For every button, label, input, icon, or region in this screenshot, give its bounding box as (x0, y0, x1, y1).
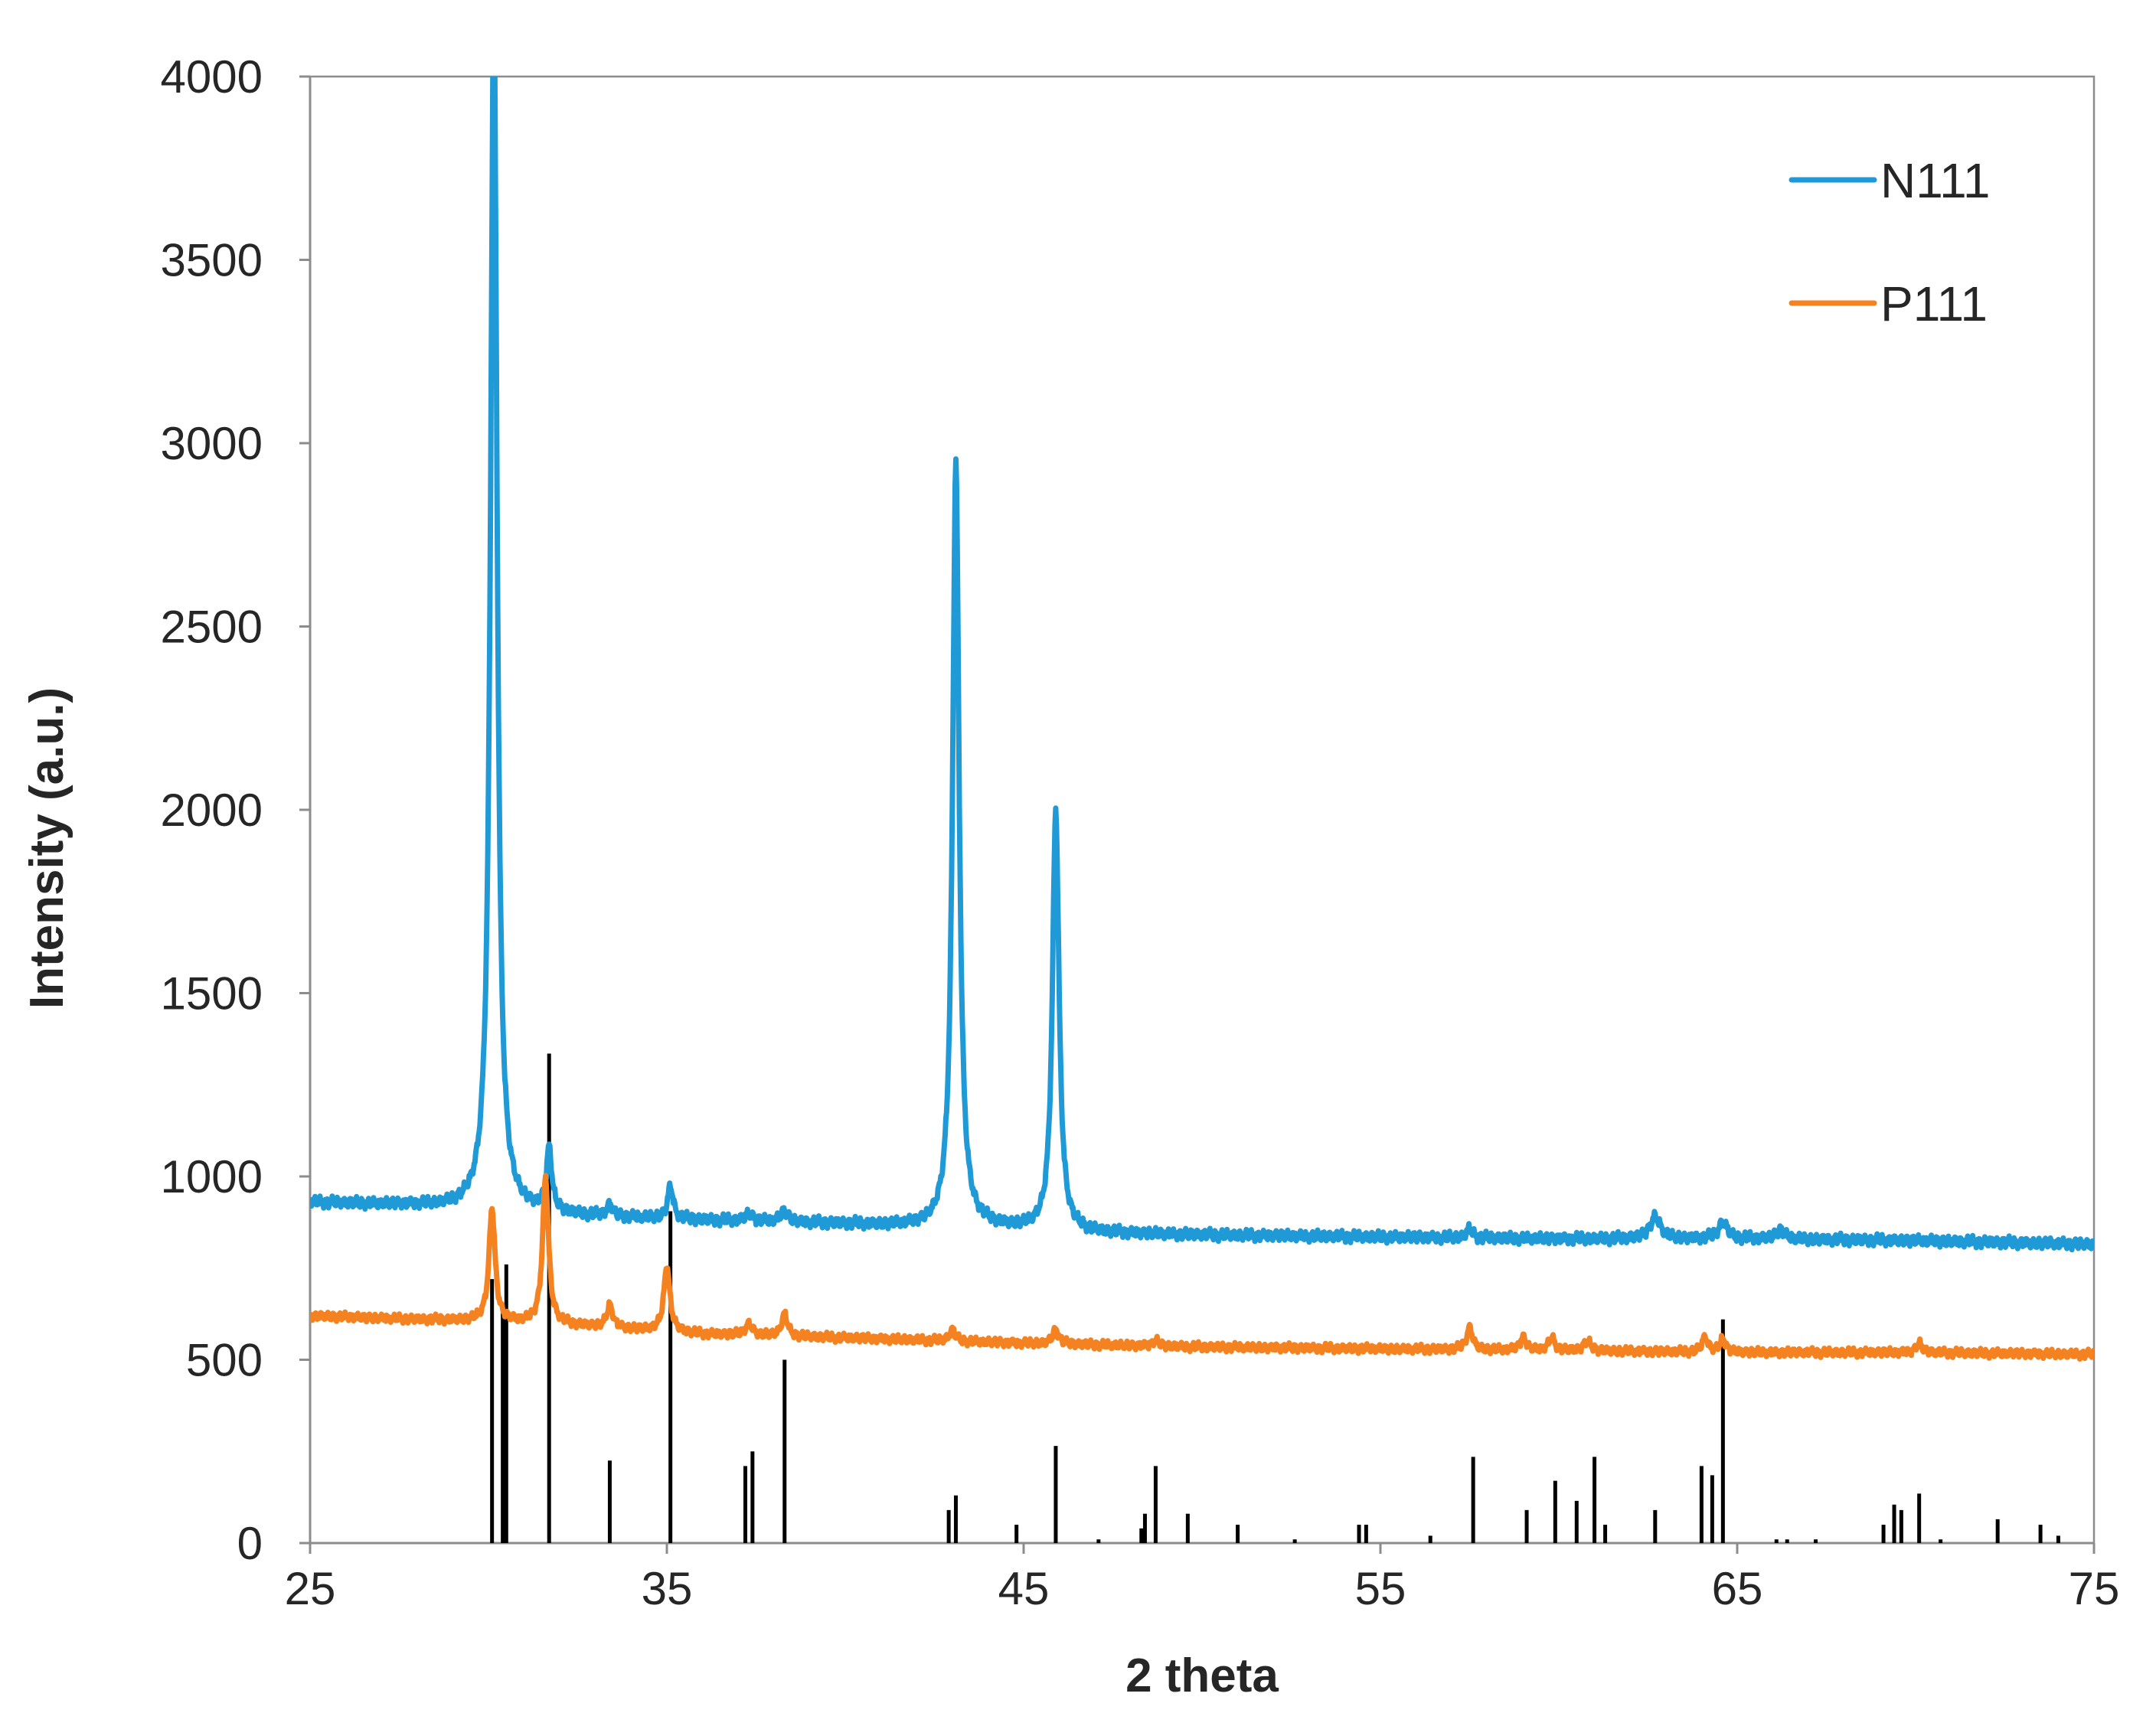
x-tick-label: 75 (2069, 1563, 2120, 1614)
y-tick-label: 4000 (161, 51, 263, 103)
y-tick-label: 3000 (161, 418, 263, 469)
series-line-n111 (310, 77, 2094, 1253)
series-layer (310, 77, 2094, 1362)
series-line-p111 (310, 1173, 2094, 1362)
reference-pattern (490, 1053, 2060, 1543)
y-tick-label: 3500 (161, 235, 263, 286)
x-axis-ticks: 25 35 45 55 65 75 (285, 1543, 2120, 1614)
y-axis-ticks: 0 500 1000 1500 2000 2500 3000 3500 4000 (161, 51, 310, 1569)
x-tick-label: 65 (1712, 1563, 1763, 1614)
legend-label-p111: P111 (1880, 276, 1988, 331)
y-tick-label: 2000 (161, 785, 263, 836)
legend: N111 P111 (1788, 153, 1991, 331)
legend-label-n111: N111 (1880, 153, 1991, 208)
x-tick-label: 35 (642, 1563, 693, 1614)
y-axis-title: Intensity (a.u.) (21, 687, 74, 1009)
y-tick-label: 0 (237, 1518, 263, 1569)
x-axis-title: 2 theta (1125, 1649, 1279, 1702)
x-tick-label: 45 (998, 1563, 1050, 1614)
y-tick-label: 500 (186, 1335, 263, 1386)
y-tick-label: 2500 (161, 602, 263, 653)
x-tick-label: 55 (1355, 1563, 1406, 1614)
x-tick-label: 25 (285, 1563, 336, 1614)
y-tick-label: 1500 (161, 968, 263, 1020)
y-tick-label: 1000 (161, 1151, 263, 1202)
